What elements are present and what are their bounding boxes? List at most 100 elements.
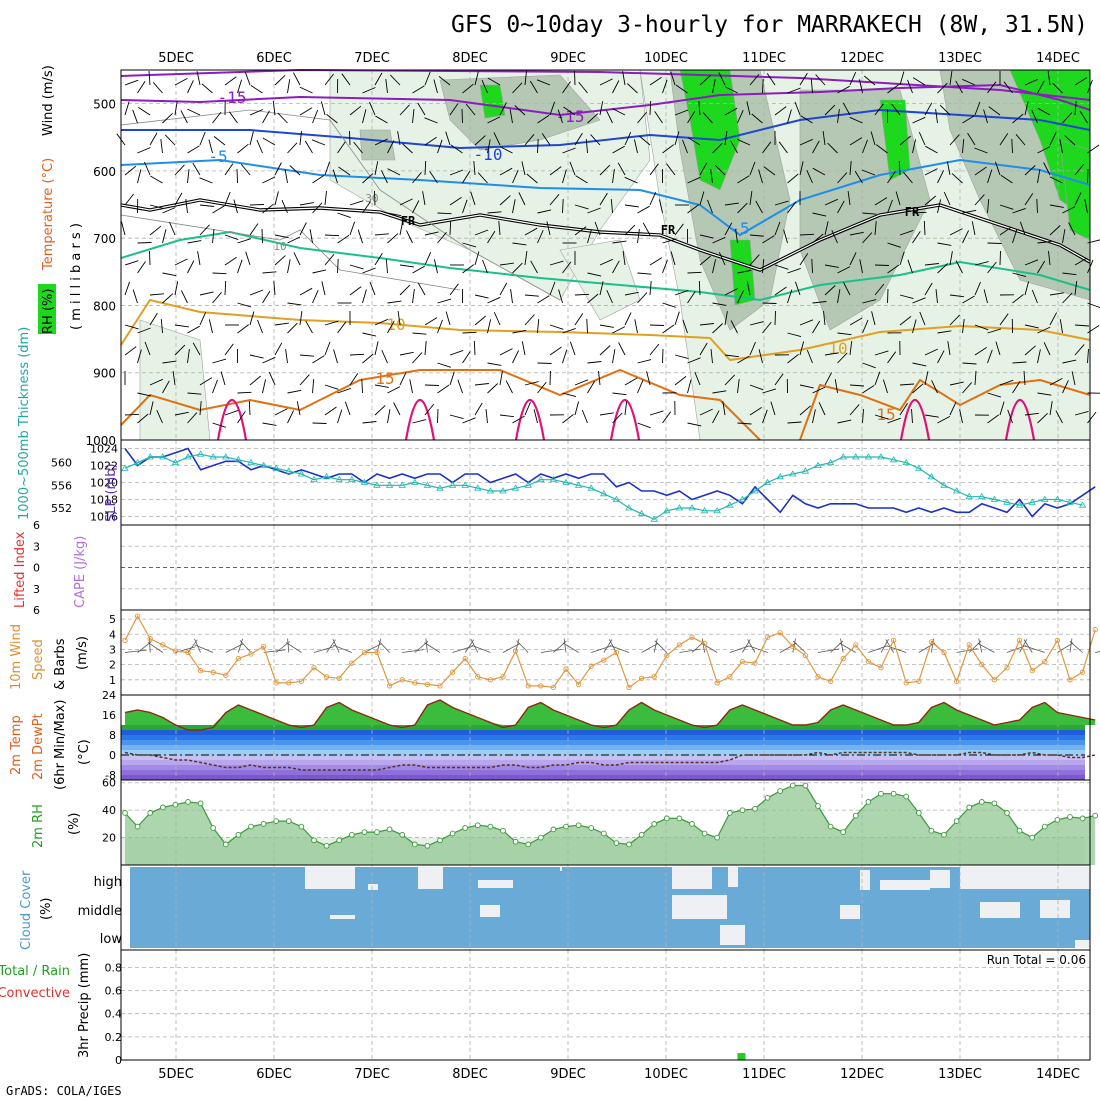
wind-barb [185, 199, 188, 214]
wind-speed-point [928, 639, 935, 645]
wind-barb [891, 103, 901, 116]
wind-barb [233, 199, 238, 214]
wind-barb [132, 289, 138, 304]
wind-barb [687, 422, 702, 427]
wind-barb [1062, 380, 1069, 394]
wind-speed-point [1079, 669, 1086, 675]
surface-wind-barb [263, 649, 286, 653]
wind-barb [624, 132, 632, 146]
wind-barb [712, 302, 727, 306]
wind-barb [599, 324, 614, 328]
wind-barb [787, 289, 793, 304]
wind-barb [1059, 139, 1063, 154]
wind-barb [512, 415, 525, 424]
wind-barb [562, 81, 571, 94]
wind-barb [974, 324, 989, 331]
wind-barbs [116, 70, 1100, 653]
wind-barb [299, 202, 314, 206]
rh-point [978, 799, 985, 805]
wind-barb [812, 212, 827, 217]
rh-point [563, 823, 569, 830]
wind-barb [799, 138, 813, 146]
wind-barb [674, 311, 680, 326]
wind-barb [1012, 361, 1027, 364]
thickness-point [713, 507, 721, 514]
thickness-point [1003, 498, 1011, 505]
temp-band [121, 730, 1085, 735]
wind-barb [1037, 107, 1051, 116]
wind-barb [289, 165, 301, 176]
wind-barb [837, 200, 845, 214]
wind-barb [862, 362, 876, 369]
wind-barb [381, 350, 388, 364]
wind-barb [240, 163, 251, 176]
wind-barb [437, 384, 450, 394]
wind-barb [387, 140, 395, 154]
wind-speed-point [890, 637, 897, 644]
surface-wind-barb [471, 644, 491, 653]
wind-barb [437, 408, 439, 424]
wind-barb [799, 161, 804, 176]
rh-point [865, 799, 872, 805]
wind-barb [369, 101, 376, 116]
wind-barb [687, 137, 701, 146]
rh-point [600, 830, 607, 837]
wind-barb [599, 192, 608, 206]
surface-wind-barb [239, 640, 252, 653]
wind-barb [1049, 132, 1057, 146]
wind-barb [433, 79, 438, 94]
wind-barb [824, 372, 832, 386]
wind-barb [1012, 229, 1018, 244]
wind-barb [374, 252, 383, 266]
wind-barb [437, 232, 447, 244]
wind-barb [424, 384, 440, 386]
wind-barb [299, 222, 307, 236]
wind-barb [899, 316, 912, 326]
thickness-point [801, 467, 810, 474]
wind-barb [149, 378, 163, 386]
wind-barb [524, 71, 527, 86]
wind-barb [349, 130, 351, 146]
wind-speed-point [588, 663, 594, 669]
isotherm-plus-10 [120, 298, 1091, 362]
wind-barb [213, 136, 226, 146]
temp-band [121, 770, 1085, 775]
temp-band [121, 765, 1085, 770]
rh-point [248, 823, 254, 830]
isotherm-plus-20 [899, 399, 931, 441]
wind-speed-point [1042, 658, 1048, 665]
wind-barb [751, 113, 763, 124]
rh-point [323, 842, 330, 849]
minmax-label: (6hr Min/Max) [53, 700, 68, 790]
wind-barb [806, 170, 813, 184]
wind-barb [412, 200, 420, 214]
wind-barb [470, 191, 476, 206]
wind-speed-point [1029, 668, 1035, 674]
thickness-point [940, 481, 948, 488]
wind-speed-point [134, 613, 141, 619]
wind-barb [637, 292, 648, 304]
wind-barb [524, 134, 535, 146]
wind-barb [718, 72, 726, 86]
wind-barb [682, 319, 688, 334]
wind-barb [947, 341, 951, 356]
wind-barb [1079, 110, 1088, 124]
wind-speed-point [827, 678, 834, 684]
wind-barb [949, 314, 961, 326]
thickness-point [1066, 498, 1074, 505]
bottom-date-label: 8DEC [452, 1067, 488, 1082]
wind-barb [256, 139, 263, 154]
wind-barb [849, 161, 852, 176]
isotherm-plus-20 [514, 399, 546, 441]
wind-barb [299, 354, 314, 357]
wind-barb [387, 320, 395, 334]
wind-barb [536, 79, 551, 86]
wind-speed-point [739, 658, 746, 665]
wind-barb [1049, 292, 1064, 296]
wind-barb [412, 109, 415, 124]
surface-wind-barb [1023, 639, 1033, 653]
contour-label: 10 [386, 315, 405, 334]
wind-barb [187, 240, 202, 244]
wind-barb [324, 191, 327, 206]
wind-barb [937, 82, 948, 94]
